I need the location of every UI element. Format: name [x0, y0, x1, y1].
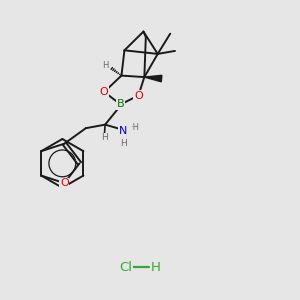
Text: ·H: ·H: [130, 123, 139, 132]
Text: N: N: [119, 126, 127, 136]
Text: H: H: [120, 139, 127, 148]
Text: O: O: [100, 87, 109, 97]
Text: H: H: [150, 261, 160, 274]
Polygon shape: [144, 75, 162, 82]
Text: O: O: [134, 91, 143, 100]
Text: H: H: [102, 61, 108, 70]
Text: B: B: [117, 99, 124, 110]
Text: H: H: [101, 133, 108, 142]
Text: Cl: Cl: [120, 261, 133, 274]
Text: O: O: [60, 178, 69, 188]
